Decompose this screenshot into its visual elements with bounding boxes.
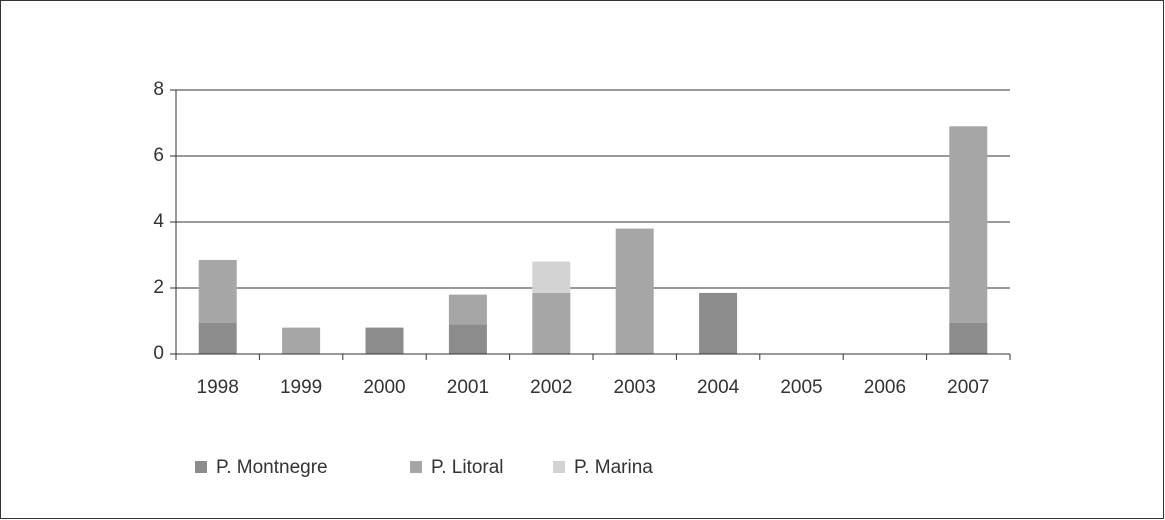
x-tick-label: 2002 [530, 377, 572, 398]
bar [365, 327, 404, 354]
bar [198, 259, 237, 323]
x-tick-label: 2007 [947, 377, 989, 398]
legend-label: P. Litoral [431, 457, 504, 478]
bar [448, 294, 487, 325]
legend-swatch [553, 461, 565, 473]
bar [532, 292, 571, 354]
bar [615, 228, 654, 354]
bar [532, 261, 571, 293]
x-tick-label: 2003 [614, 377, 656, 398]
y-tick-label: 2 [153, 277, 164, 298]
y-tick-label: 0 [153, 343, 164, 364]
x-tick-label: 2005 [780, 377, 822, 398]
legend-swatch [410, 461, 422, 473]
bar [198, 322, 237, 354]
legend-swatch [195, 461, 207, 473]
bar [282, 327, 321, 354]
bar [949, 126, 988, 323]
y-tick-label: 8 [153, 79, 164, 100]
x-tick-label: 1999 [280, 377, 322, 398]
x-tick-label: 1998 [197, 377, 239, 398]
x-tick-label: 2006 [864, 377, 906, 398]
bar [448, 324, 487, 354]
bar [949, 322, 988, 354]
legend-label: P. Montnegre [216, 457, 328, 478]
x-tick-label: 2001 [447, 377, 489, 398]
y-tick-label: 6 [153, 145, 164, 166]
x-tick-label: 2004 [697, 377, 740, 398]
y-tick-label: 4 [153, 211, 164, 232]
legend-label: P. Marina [574, 457, 653, 478]
x-tick-label: 2000 [363, 377, 405, 398]
bar [699, 292, 738, 354]
